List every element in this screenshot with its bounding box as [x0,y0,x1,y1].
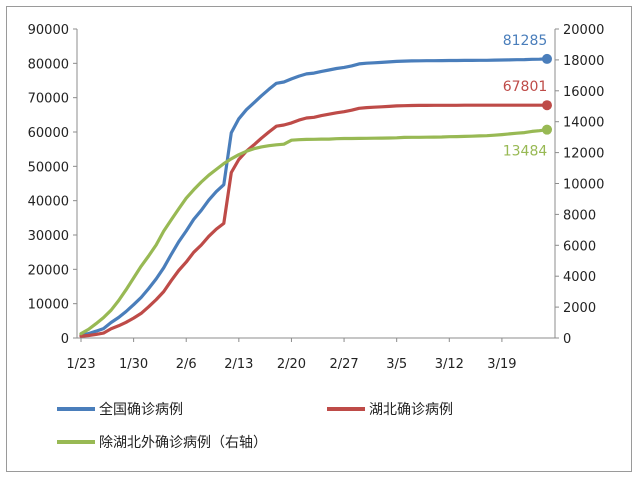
series-end-label-2: 13484 [503,144,548,160]
legend-swatch-outside-hubei [57,440,95,444]
x-tick-label: 1/30 [119,357,148,372]
y-left-tick-label: 80000 [28,57,69,72]
y-right-tick-label: 0 [563,332,571,347]
x-tick-label: 2/20 [277,357,306,372]
chart-frame: 0 10000 20000 30000 40000 50000 60000 70000 8000… [6,6,632,472]
x-tick-label: 2/27 [329,357,358,372]
y-right-tick-label: 14000 [563,116,604,131]
y-right-tick-label: 16000 [563,85,604,100]
y-left-tick-label: 40000 [28,195,69,210]
series-end-marker-0 [542,53,552,64]
series-line-2 [79,128,549,336]
y-right-tick-label: 6000 [563,239,596,254]
series-end-label-1: 67801 [503,79,548,95]
legend-swatch-hubei [327,407,365,411]
y-left-tick-label: 70000 [28,92,69,107]
y-right-tick-label: 18000 [563,54,604,69]
y-left-tick-label: 50000 [28,160,69,175]
x-tick-label: 2/13 [224,357,253,372]
y-right-tick-label: 8000 [563,208,596,223]
y-right-tick-label: 20000 [563,23,604,38]
x-tick-label: 2/6 [176,357,197,372]
x-tick-label: 3/12 [435,357,464,372]
series-line-0 [79,57,549,337]
y-left-tick-label: 60000 [28,126,69,141]
legend-swatch-national [57,407,95,411]
y-right-tick-label: 2000 [563,301,596,316]
x-tick-label: 1/23 [66,357,95,372]
series-end-marker-1 [542,100,552,111]
series-end-marker-2 [542,124,552,135]
y-left-tick-label: 30000 [28,229,69,244]
x-tick-label: 3/19 [487,357,516,372]
x-tick-label: 3/5 [386,357,407,372]
legend-item-outside-hubei: 除湖北外确诊病例（右轴） [57,432,267,452]
y-right-tick-label: 12000 [563,147,604,162]
y-right-tick-label: 10000 [563,178,604,193]
y-left-tick-label: 10000 [28,298,69,313]
y-right-tick-label: 4000 [563,270,596,285]
line-chart: 0100002000030000400005000060000700008000… [28,23,605,372]
legend-label-national: 全国确诊病例 [99,402,183,418]
series-end-label-0: 81285 [503,33,548,49]
y-left-tick-label: 0 [61,332,69,347]
legend-item-hubei: 湖北确诊病例 [327,399,453,419]
series-line-1 [79,103,549,338]
legend-label-hubei: 湖北确诊病例 [369,402,453,418]
legend-item-national: 全国确诊病例 [57,399,183,419]
y-left-tick-label: 20000 [28,263,69,278]
legend-label-outside-hubei: 除湖北外确诊病例（右轴） [99,435,267,451]
y-left-tick-label: 90000 [28,23,69,38]
